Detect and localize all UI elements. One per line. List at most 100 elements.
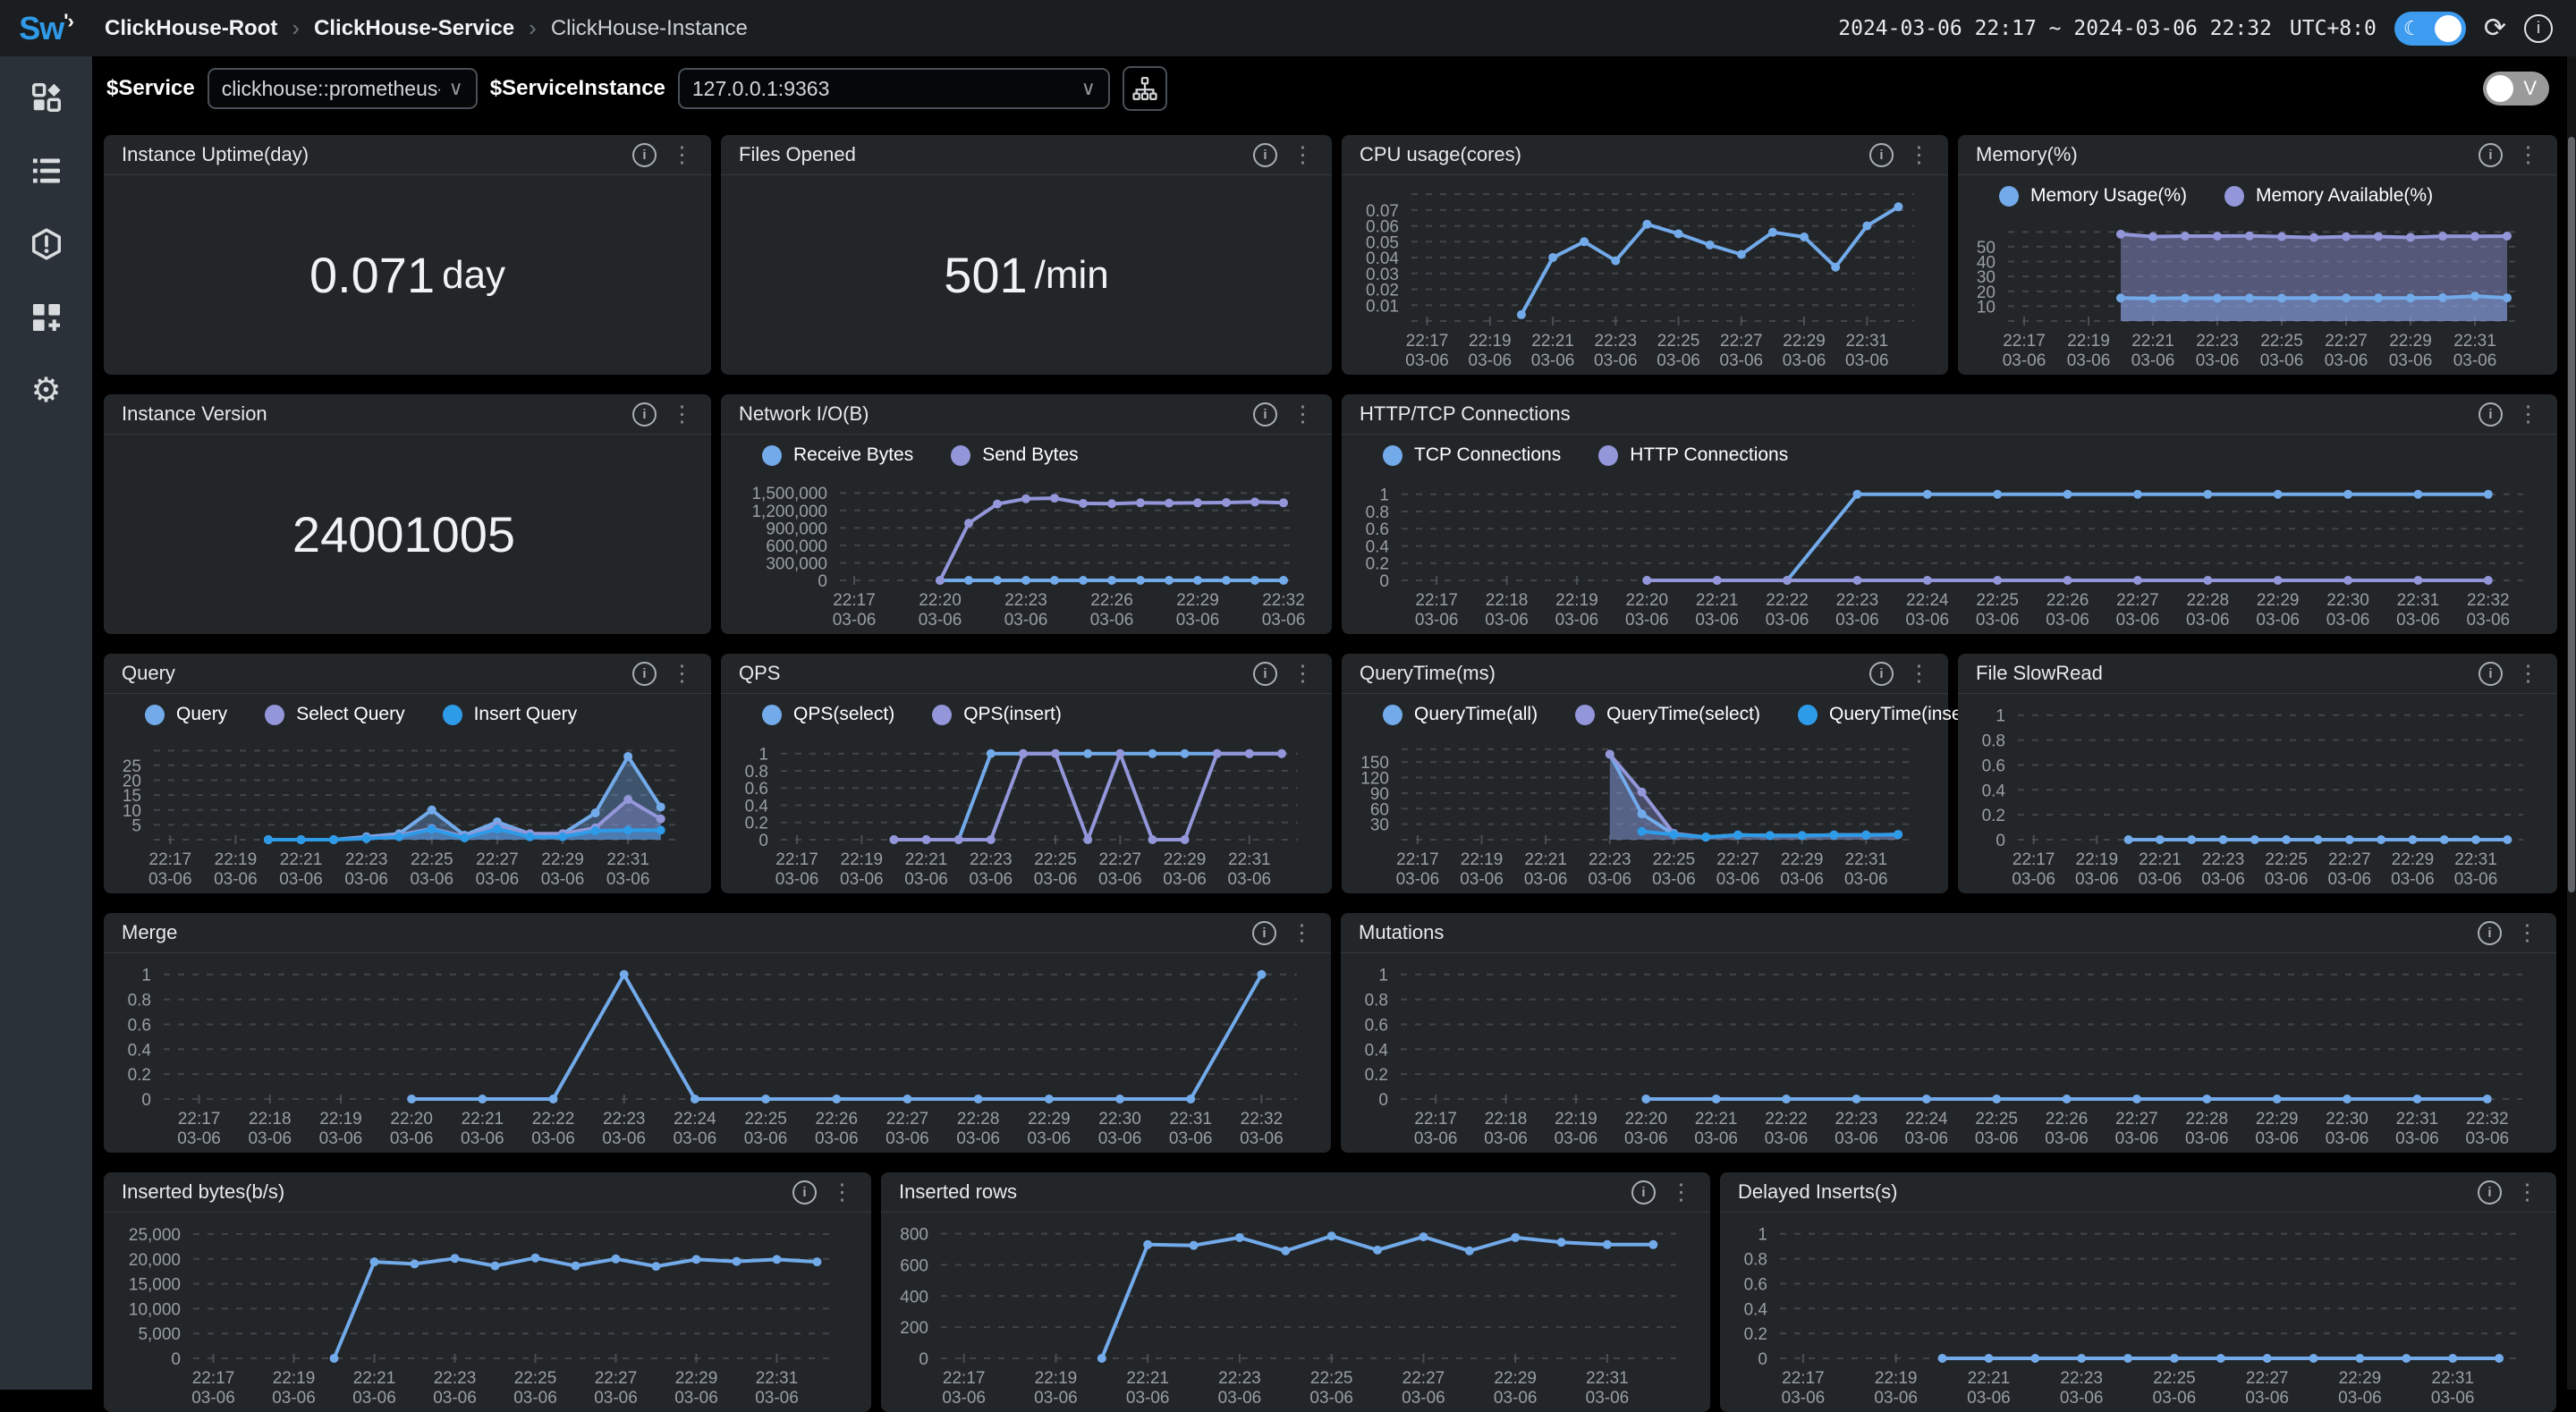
legend-item[interactable]: HTTP Connections (1598, 444, 1788, 466)
kebab-menu-icon[interactable]: ⋮ (1292, 660, 1314, 686)
info-icon[interactable]: i (1253, 402, 1277, 427)
service-instance-select[interactable]: 127.0.0.1:9363 ∨ (677, 68, 1110, 109)
info-icon[interactable]: i (632, 142, 657, 167)
svg-text:22:26: 22:26 (816, 1110, 859, 1129)
panel-body: Receive Bytes Send Bytes 0 300,000 600,000 90… (721, 435, 1332, 634)
svg-text:03-06: 03-06 (1835, 1129, 1878, 1148)
info-icon[interactable]: i (1253, 142, 1277, 167)
svg-text:03-06: 03-06 (2265, 870, 2309, 889)
dashboard-content: Instance Uptime(day) i ⋮ 0.071 day Files Open… (92, 121, 2576, 1412)
legend-item[interactable]: QPS(select) (762, 704, 894, 725)
info-icon[interactable]: i (2479, 661, 2503, 686)
metric-value: 24001005 (292, 506, 516, 562)
dark-mode-toggle[interactable]: ☾ (2394, 11, 2466, 46)
legend-item[interactable]: QPS(insert) (932, 704, 1062, 725)
info-icon[interactable]: i (1869, 661, 1894, 686)
kebab-menu-icon[interactable]: ⋮ (1908, 141, 1930, 167)
sidebar-item-alerting[interactable] (29, 226, 64, 262)
sidebar-item-settings[interactable]: ⚙ (29, 373, 64, 409)
svg-text:22:25: 22:25 (2265, 850, 2308, 869)
kebab-menu-icon[interactable]: ⋮ (671, 401, 693, 427)
svg-text:22:21: 22:21 (462, 1110, 504, 1129)
svg-text:22:25: 22:25 (514, 1369, 557, 1388)
legend-label: Select Query (296, 704, 405, 724)
info-icon[interactable]: i (2479, 402, 2503, 427)
kebab-menu-icon[interactable]: ⋮ (1292, 141, 1314, 167)
legend-item[interactable]: Query (145, 704, 227, 725)
kebab-menu-icon[interactable]: ⋮ (2516, 1179, 2538, 1205)
service-select[interactable]: clickhouse::prometheus-clickhouse ∨ (207, 68, 478, 109)
info-icon[interactable]: i (792, 1179, 817, 1205)
svg-text:0.4: 0.4 (1365, 1041, 1389, 1060)
kebab-menu-icon[interactable]: ⋮ (2516, 919, 2538, 945)
svg-text:03-06: 03-06 (1176, 611, 1220, 630)
breadcrumb-item-instance[interactable]: ClickHouse-Instance (550, 15, 748, 40)
info-icon[interactable]: i (632, 661, 657, 686)
legend-label: Memory Available(%) (2256, 185, 2434, 206)
info-icon[interactable]: i (1631, 1179, 1656, 1205)
refresh-icon[interactable]: ⟳ (2483, 13, 2506, 43)
legend-label: HTTP Connections (1630, 444, 1789, 465)
app-logo[interactable]: Swʹ› (0, 0, 92, 56)
svg-text:03-06: 03-06 (2431, 1389, 2475, 1408)
kebab-menu-icon[interactable]: ⋮ (1908, 660, 1930, 686)
sidebar-item-dashboards[interactable] (29, 80, 64, 115)
kebab-menu-icon[interactable]: ⋮ (2517, 141, 2539, 167)
sidebar-item-menus[interactable] (29, 153, 64, 189)
svg-text:03-06: 03-06 (674, 1129, 717, 1148)
info-icon[interactable]: i (2478, 920, 2502, 945)
svg-text:22:23: 22:23 (603, 1110, 646, 1129)
topology-button[interactable] (1122, 66, 1167, 111)
svg-text:03-06: 03-06 (602, 1129, 646, 1148)
kebab-menu-icon[interactable]: ⋮ (831, 1179, 853, 1205)
chart-legend: Query Select Query Insert Query (104, 694, 711, 735)
svg-text:22:17: 22:17 (1782, 1369, 1825, 1388)
svg-text:03-06: 03-06 (1163, 870, 1207, 889)
svg-text:03-06: 03-06 (2396, 611, 2440, 630)
kebab-menu-icon[interactable]: ⋮ (671, 660, 693, 686)
legend-item[interactable]: QueryTime(all) (1383, 704, 1538, 725)
sidebar-item-marketplace[interactable] (29, 300, 64, 335)
svg-text:22:25: 22:25 (1653, 850, 1696, 869)
svg-text:22:27: 22:27 (2325, 332, 2368, 351)
svg-text:0.6: 0.6 (1982, 757, 2005, 775)
kebab-menu-icon[interactable]: ⋮ (1291, 919, 1313, 945)
panel-actions: i ⋮ (2479, 660, 2539, 686)
svg-text:0.6: 0.6 (1744, 1275, 1767, 1294)
svg-text:0.4: 0.4 (745, 797, 769, 816)
legend-item[interactable]: Insert Query (442, 704, 577, 725)
kebab-menu-icon[interactable]: ⋮ (671, 141, 693, 167)
legend-item[interactable]: Memory Usage(%) (1999, 185, 2187, 207)
legend-item[interactable]: Send Bytes (951, 444, 1079, 466)
panel-body: 0 0.2 0.4 0.6 0.8 1 22:17 03-06 22:18 03-06 22:19 0… (1341, 953, 2556, 1153)
info-icon[interactable]: i (2478, 1179, 2502, 1205)
info-icon[interactable]: i (2479, 142, 2503, 167)
info-icon[interactable]: i (1252, 920, 1276, 945)
legend-item[interactable]: TCP Connections (1383, 444, 1561, 466)
breadcrumb-item-service[interactable]: ClickHouse-Service (314, 15, 515, 40)
kebab-menu-icon[interactable]: ⋮ (2517, 401, 2539, 427)
info-icon[interactable]: i (1253, 661, 1277, 686)
svg-text:03-06: 03-06 (815, 1129, 859, 1148)
svg-text:22:21: 22:21 (905, 850, 948, 869)
legend-item[interactable]: QueryTime(insert) (1798, 704, 1979, 725)
legend-item[interactable]: Memory Available(%) (2224, 185, 2433, 207)
chevron-right-icon: › (292, 14, 301, 41)
kebab-menu-icon[interactable]: ⋮ (2517, 660, 2539, 686)
breadcrumb-item-root[interactable]: ClickHouse-Root (105, 15, 278, 40)
version-toggle[interactable]: V (2483, 72, 2549, 106)
info-icon[interactable]: i (2524, 13, 2553, 43)
kebab-menu-icon[interactable]: ⋮ (1292, 401, 1314, 427)
panel-row: Query i ⋮ Query Select Query Insert Query 5 10 1… (104, 654, 2576, 893)
svg-text:03-06: 03-06 (214, 870, 258, 889)
svg-text:03-06: 03-06 (904, 870, 948, 889)
scrollbar[interactable] (2567, 56, 2576, 1390)
legend-item[interactable]: Select Query (265, 704, 405, 725)
legend-item[interactable]: QueryTime(select) (1575, 704, 1760, 725)
info-icon[interactable]: i (1869, 142, 1894, 167)
legend-item[interactable]: Receive Bytes (762, 444, 913, 466)
time-range[interactable]: 2024-03-06 22:17 ~ 2024-03-06 22:32 (1838, 16, 2272, 40)
scrollbar-thumb[interactable] (2568, 137, 2575, 892)
info-icon[interactable]: i (632, 402, 657, 427)
kebab-menu-icon[interactable]: ⋮ (1670, 1179, 1692, 1205)
